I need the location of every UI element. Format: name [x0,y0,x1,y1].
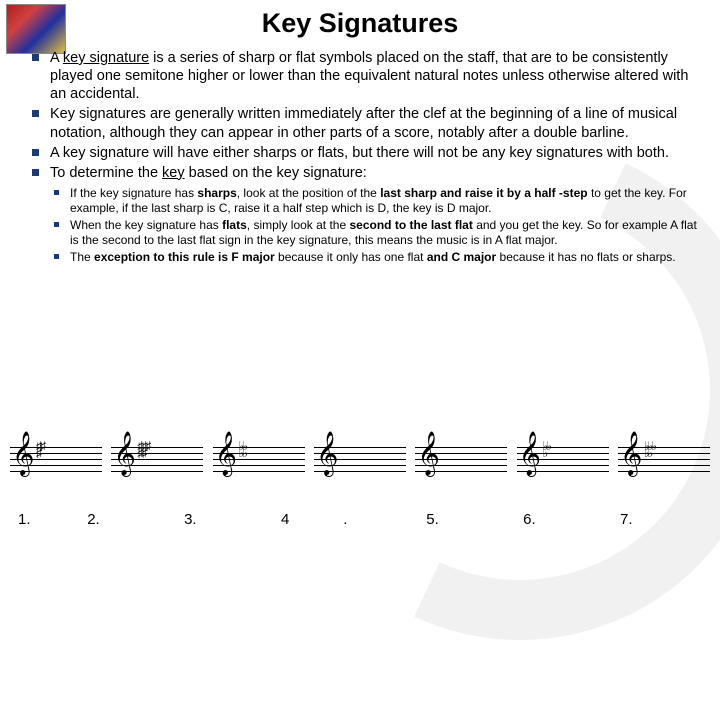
staff-examples-row: 𝄞 ♯♯♯ 𝄞 ♯♯♯♯♯ 𝄞 ♭♭♭♭ 𝄞 𝄞 𝄞 ♭♭♭ 𝄞 ♭♭♭♭♭ [10,437,710,492]
staff-example: 𝄞 [415,437,507,482]
slide-logo [6,4,66,54]
slide-title: Key Signatures [0,0,720,49]
bullet-item: A key signature is a series of sharp or … [28,49,700,103]
staff-example: 𝄞 ♭♭♭♭ [213,437,305,482]
staff-example: 𝄞 ♭♭♭♭♭ [618,437,710,482]
num-label: 7. [620,511,633,528]
treble-clef-icon: 𝄞 [113,435,135,473]
key-sig: ♯♯♯♯♯ [137,443,149,457]
num-label: 3. [184,511,281,528]
num-label: 6. [523,511,620,528]
treble-clef-icon: 𝄞 [519,435,541,473]
slide-content: A key signature is a series of sharp or … [0,49,720,265]
bullet-item: Key signatures are generally written imm… [28,105,700,141]
staff-example: 𝄞 ♯♯♯ [10,437,102,482]
sub-bullet-item: When the key signature has flats, simply… [50,218,700,248]
treble-clef-icon: 𝄞 [620,435,642,473]
key-sig: ♭♭♭♭♭ [644,443,655,457]
staff-example: 𝄞 ♯♯♯♯♯ [111,437,203,482]
example-numbers: 1. 2. 3. 4 . 5. 6. 7. [18,511,710,528]
bullet-item: A key signature will have either sharps … [28,144,700,162]
num-label: 4 [281,511,343,528]
treble-clef-icon: 𝄞 [417,435,439,473]
treble-clef-icon: 𝄞 [12,435,34,473]
sub-bullet-item: The exception to this rule is F major be… [50,250,700,265]
bullet-item: To determine the key based on the key si… [28,164,700,182]
staff-example: 𝄞 [314,437,406,482]
sub-bullet-list: If the key signature has sharps, look at… [50,186,700,265]
key-sig: ♭♭♭♭ [239,443,246,457]
num-label: 2. [87,511,184,528]
main-bullet-list: A key signature is a series of sharp or … [28,49,700,182]
key-sig: ♭♭♭ [543,443,550,457]
num-label: 5. [426,511,523,528]
sub-bullet-item: If the key signature has sharps, look at… [50,186,700,216]
key-sig: ♯♯♯ [36,443,44,457]
treble-clef-icon: 𝄞 [215,435,237,473]
num-label: . [343,511,426,528]
staff-example: 𝄞 ♭♭♭ [517,437,609,482]
num-label: 1. [18,511,87,528]
treble-clef-icon: 𝄞 [316,435,338,473]
